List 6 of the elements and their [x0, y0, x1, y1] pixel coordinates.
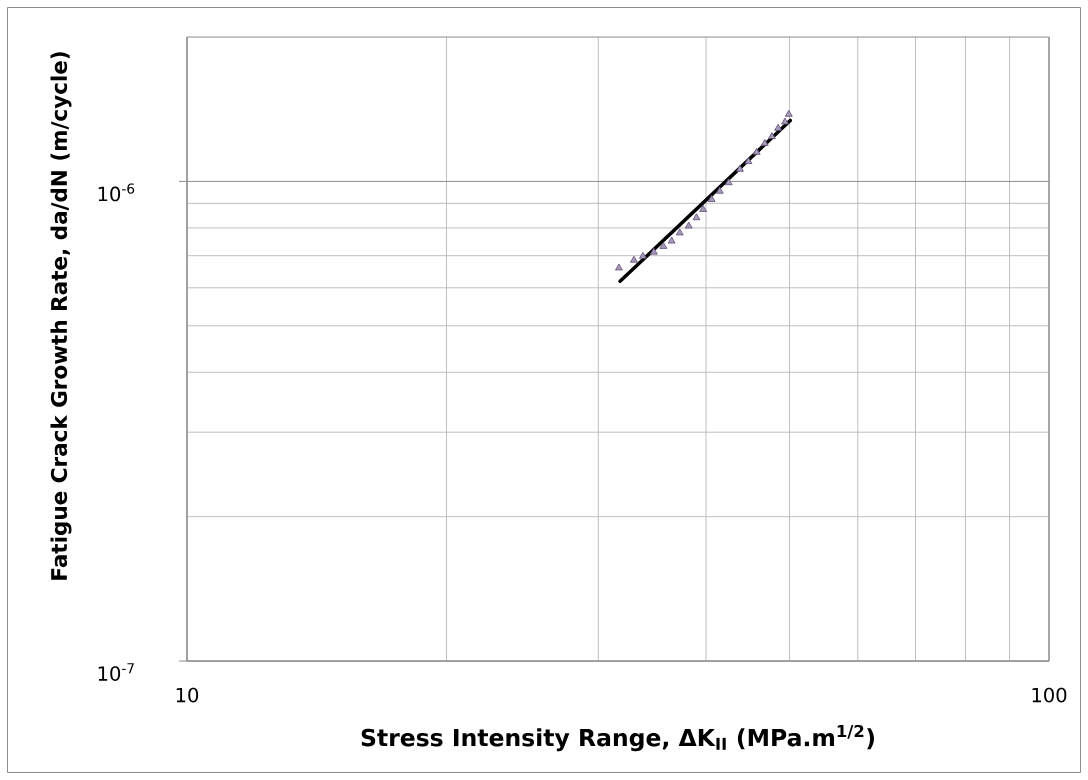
- y-axis-title: Fatigue Crack Growth Rate, da/dN (m/cycle): [50, 52, 72, 580]
- x-axis-title: Stress Intensity Range, ΔK$_{II}$ (MPa.m$^{1/2}$): [361, 724, 874, 752]
- x-tick-label: 10: [176, 687, 199, 703]
- y-tick-label: 10$^{-6}$: [98, 183, 135, 202]
- x-tick-label: 100: [1032, 687, 1067, 703]
- y-tick-label: 10$^{-7}$: [98, 663, 134, 681]
